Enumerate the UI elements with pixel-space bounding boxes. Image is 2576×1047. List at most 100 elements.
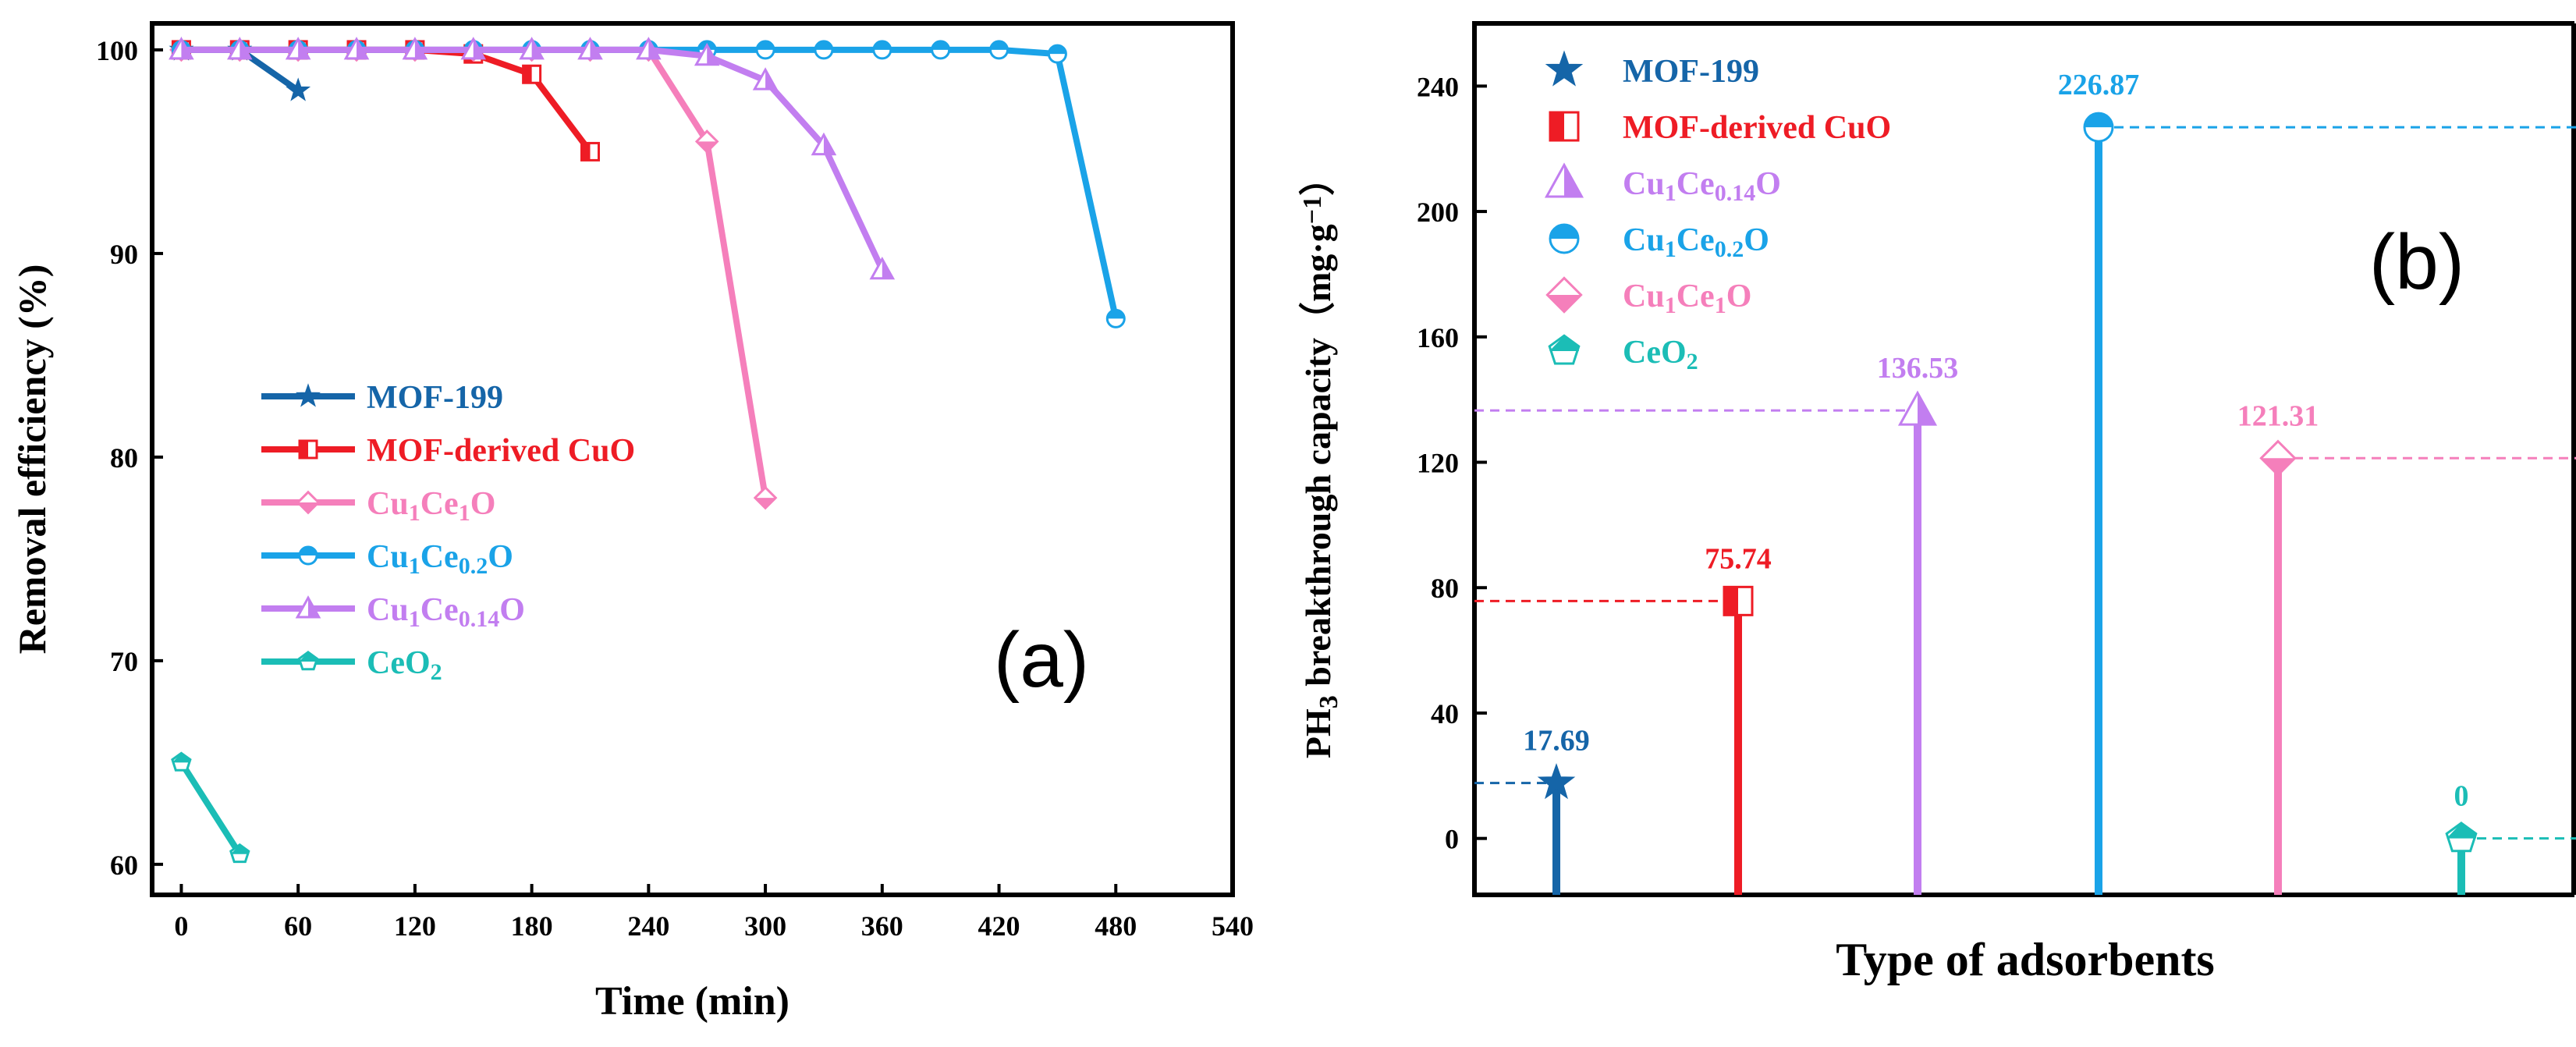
legend-label-ce1: Cu1Ce1O (367, 486, 495, 526)
data-point-ce014 (636, 37, 662, 60)
data-point-ceo2 (229, 843, 250, 864)
data-point-ce02 (989, 40, 1009, 60)
x-tick-label: 60 (284, 910, 312, 942)
data-point-ce014 (343, 37, 370, 60)
value-label-ce02: 226.87 (2058, 69, 2140, 101)
data-point-ce02 (1105, 308, 1126, 328)
value-label-ceo2: 0 (2454, 780, 2469, 813)
x-tick-label: 120 (394, 910, 436, 942)
legend-label-ce1: Cu1Ce1O (1623, 279, 1751, 318)
y-tick-label: 80 (1431, 573, 1459, 604)
x-axis-label: Type of adsorbents (1836, 934, 2215, 985)
data-point-cuo (522, 64, 542, 84)
data-point-ce02 (872, 40, 892, 60)
data-point-ce014 (226, 37, 253, 60)
legend-label-cuo: MOF-derived CuO (367, 433, 635, 469)
data-point-mof199 (286, 77, 311, 101)
data-point-ce014 (519, 37, 545, 60)
legend-marker-ce1 (1545, 276, 1583, 314)
legend-marker-ce1 (296, 490, 321, 515)
legend-marker-ceo2 (1548, 334, 1581, 365)
panel-a: 0 60 120 180 240 300 360 420 480 540 60 70 80 90 100 Ti… (10, 21, 1254, 1024)
data-point-ce014 (402, 37, 428, 60)
y-tick-label: 80 (110, 442, 138, 474)
x-tick-label: 540 (1212, 910, 1254, 942)
legend-label-ce014: Cu1Ce0.14O (367, 592, 525, 632)
series-line-ceo2 (179, 761, 243, 856)
value-label-ce1: 121.31 (2237, 399, 2319, 432)
legend-marker-mof199 (295, 383, 321, 407)
series-line-ce02 (181, 46, 1119, 320)
data-point-ce014 (752, 67, 779, 91)
data-point-ce014 (869, 256, 896, 280)
stem-head-mof199 (1537, 763, 1576, 800)
stem-head-ceo2 (2445, 822, 2478, 853)
data-point-ce1 (753, 485, 778, 510)
x-tick-label: 360 (861, 910, 903, 942)
legend-a: MOF-199 MOF-derived CuO Cu1Ce1O Cu1Ce0.2O Cu… (261, 380, 635, 685)
x-tick-label: 240 (627, 910, 669, 942)
data-point-ce02 (931, 40, 951, 60)
legend-label-ce02: Cu1Ce0.2O (367, 539, 513, 579)
y-tick-label: 90 (110, 239, 138, 270)
legend-label-cuo: MOF-derived CuO (1623, 110, 1891, 146)
value-label-mof199: 17.69 (1523, 725, 1590, 758)
legend-marker-ce02 (1549, 223, 1580, 254)
data-point-cuo (580, 141, 600, 161)
y-axis-label: Removal efficiency (%) (10, 264, 54, 655)
data-point-ceo2 (171, 751, 192, 772)
data-point-ce014 (577, 37, 603, 60)
y-tick-label: 240 (1417, 71, 1459, 102)
x-axis-label: Time (min) (595, 979, 789, 1024)
x-tick-label: 300 (744, 910, 786, 942)
data-point-ce014 (285, 37, 311, 60)
legend-marker-ce014 (295, 595, 321, 619)
data-point-ce014 (694, 42, 720, 66)
legend-label-mof199: MOF-199 (367, 380, 503, 416)
legend-marker-ce014 (1544, 162, 1584, 198)
plot-frame-b (1472, 21, 2574, 897)
x-tick-label: 420 (978, 910, 1020, 942)
y-tick-label: 40 (1431, 698, 1459, 729)
stem-head-ce02 (2083, 112, 2114, 143)
stem-head-cuo (1723, 585, 1754, 616)
legend-marker-cuo (1549, 111, 1580, 142)
data-point-ce02 (814, 40, 834, 60)
legend-label-ceo2: CeO2 (1623, 335, 1698, 374)
y-tick-label: 100 (96, 35, 138, 66)
data-point-ce014 (169, 37, 194, 60)
legend-marker-ce02 (298, 545, 318, 566)
y-axis-label: PH3 breakthrough capacity（mg·g−1） (1298, 160, 1343, 758)
legend-label-ce014: Cu1Ce0.14O (1623, 166, 1781, 206)
legend-marker-mof199 (1545, 50, 1584, 87)
series-line-ce1 (181, 46, 769, 499)
stem-head-ce1 (2259, 439, 2297, 477)
y-tick-label: 120 (1417, 448, 1459, 479)
data-point-ce02 (755, 40, 775, 60)
x-tick-label: 180 (511, 910, 553, 942)
data-point-ce014 (460, 37, 487, 60)
y-tick-label: 160 (1417, 322, 1459, 353)
data-point-ce02 (1047, 44, 1067, 64)
legend-label-ce02: Cu1Ce0.2O (1623, 222, 1769, 262)
legend-label-mof199: MOF-199 (1623, 54, 1759, 90)
y-tick-label: 70 (110, 646, 138, 677)
y-tick-label: 0 (1445, 824, 1459, 855)
data-point-ce1 (694, 130, 719, 154)
panel-b: 0 40 80 120 160 200 240 Type of adsorbents PH3 b… (1298, 21, 2576, 985)
y-tick-label: 200 (1417, 197, 1459, 228)
value-label-ce014: 136.53 (1877, 352, 1959, 385)
legend-marker-ceo2 (297, 651, 319, 671)
y-tick-label: 60 (110, 850, 138, 881)
plot-frame-a (150, 21, 1235, 897)
data-point-ce014 (811, 132, 837, 156)
x-tick-label: 0 (174, 910, 188, 942)
legend-b: MOF-199 MOF-derived CuO Cu1Ce0.14O Cu1Ce0.2… (1544, 50, 1891, 374)
panel-label-b: (b) (2369, 218, 2464, 306)
value-label-cuo: 75.74 (1705, 542, 1772, 575)
x-tick-label: 480 (1095, 910, 1137, 942)
legend-marker-cuo (298, 439, 318, 460)
stem-head-ce014 (1897, 390, 1938, 426)
panel-label-a: (a) (994, 616, 1089, 704)
